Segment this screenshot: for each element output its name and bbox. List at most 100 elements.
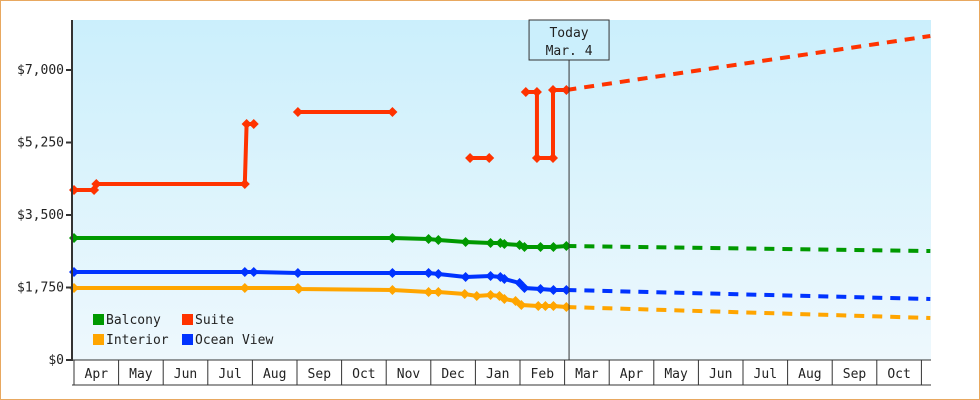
x-tick-label: Aug [263,367,286,382]
legend-swatch [93,314,104,325]
data-point-marker [423,287,434,298]
data-point-marker [433,287,444,298]
data-point-marker [499,239,510,249]
x-tick-label: Apr [85,367,109,382]
data-point-marker [387,106,398,117]
legend-item-ocean-view: Ocean View [182,333,273,348]
data-point-marker [292,106,303,117]
data-point-marker [499,294,510,305]
series-layer [69,34,931,320]
data-point-marker [239,282,250,293]
data-point-marker [548,84,559,95]
legend-swatch [93,334,104,345]
data-point-marker [499,274,510,285]
legend-item-interior: Interior [93,333,169,348]
x-tick-label: Feb [531,367,555,382]
y-tick-label: $1,750 [17,281,64,296]
data-point-marker [239,178,250,189]
data-point-marker [293,283,304,294]
data-point-marker [535,283,546,294]
x-tick-label: Jul [754,367,777,382]
data-point-marker [423,268,434,278]
data-point-marker [485,289,496,300]
x-tick-label: May [664,367,688,382]
data-point-marker [460,271,471,282]
x-tick-label: Oct [887,367,910,382]
data-point-marker [531,86,542,97]
data-point-marker [465,152,476,163]
data-point-marker [248,118,259,129]
data-point-marker [292,268,303,278]
data-point-marker [484,152,495,163]
data-point-marker [387,268,398,278]
x-tick-label: Jul [218,367,241,382]
data-point-marker [433,234,444,245]
data-point-marker [519,282,530,293]
x-tick-label: May [129,367,153,382]
series-balcony [69,232,931,254]
x-tick-label: Aug [798,367,821,382]
axes: $0 $1,750 $3,500 $5,250 $7,000 Apr May Jun Jul Au… [17,20,931,386]
data-point-marker [387,232,398,243]
series-suite [69,34,931,195]
today-marker: Today Mar. 4 [528,19,610,360]
data-point-marker [531,152,542,163]
legend-label: Balcony [106,313,161,328]
legend: Balcony Suite Interior Ocean View [93,313,273,348]
forecast-line [566,34,931,92]
x-tick-label: Nov [397,367,421,382]
data-point-marker [533,300,544,311]
legend-label: Ocean View [195,333,273,348]
y-tick-label: $0 [48,353,64,368]
data-point-marker [239,267,250,278]
data-point-marker [423,234,434,245]
data-point-marker [241,118,252,129]
today-date: Mar. 4 [546,44,593,59]
legend-item-balcony: Balcony [93,313,161,328]
data-point-marker [459,289,470,300]
data-point-marker [520,86,531,97]
x-tick-label: Apr [620,367,644,382]
legend-swatch [182,314,193,325]
forecast-line [566,305,931,320]
data-point-marker [516,299,527,310]
x-tick-label: Jun [174,367,197,382]
forecast-line [566,287,931,302]
data-point-marker [548,300,559,311]
x-tick-label: Sep [308,367,332,382]
data-point-marker [548,241,559,252]
y-tick-label: $7,000 [17,63,64,78]
legend-item-suite: Suite [182,313,234,328]
today-label: Today [549,26,588,41]
data-point-marker [91,178,102,189]
data-point-marker [548,284,559,295]
x-tick-label: Oct [352,367,375,382]
data-point-marker [548,152,559,163]
history-line [74,270,567,292]
y-tick-label: $3,500 [17,208,64,223]
today-box [528,19,610,61]
legend-label: Suite [195,313,234,328]
legend-swatch [182,334,193,345]
series-interior [69,282,931,320]
x-tick-label: Jun [709,367,732,382]
y-tick-label: $5,250 [17,136,64,151]
data-point-marker [535,241,546,252]
data-point-marker [433,268,444,279]
legend-label: Interior [106,333,169,348]
forecast-line [566,243,931,254]
data-point-marker [485,270,496,281]
x-tick-label: Sep [843,367,867,382]
x-tick-label: Dec [441,367,464,382]
data-point-marker [485,238,496,249]
plot-area [72,20,931,360]
series-ocean-view [69,267,931,302]
data-point-marker [471,290,482,301]
x-tick-label: Mar [575,367,599,382]
x-tick-label: Jan [486,367,509,382]
data-point-marker [519,241,530,252]
data-point-marker [387,284,398,295]
data-point-marker [540,300,551,311]
data-point-marker [460,237,471,248]
